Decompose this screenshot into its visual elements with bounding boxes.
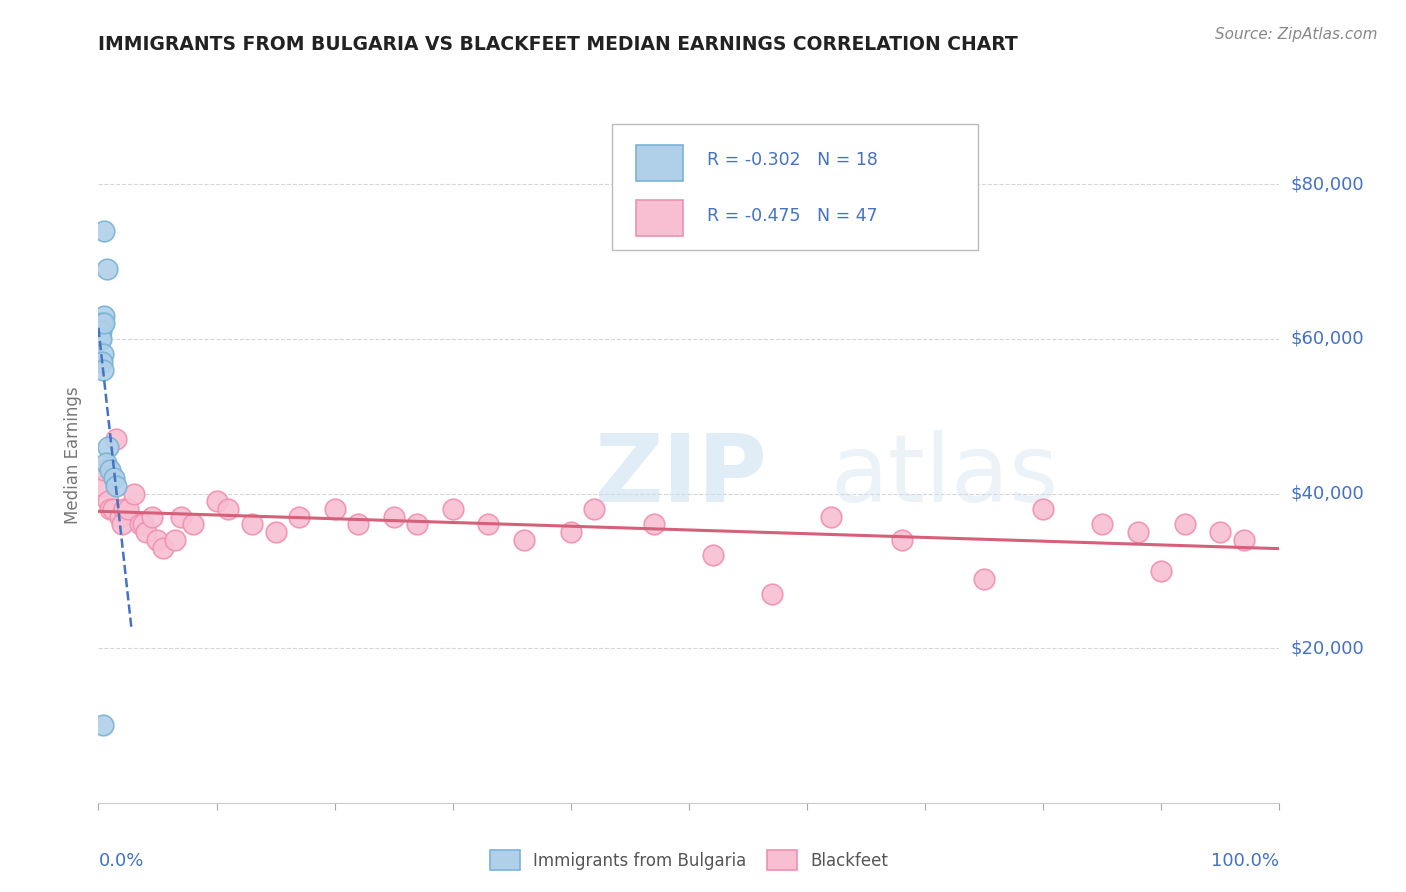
- Point: [101, 502, 124, 516]
- Point: [97, 494, 120, 508]
- Point: [477, 517, 499, 532]
- Point: [264, 525, 287, 540]
- Point: [93, 224, 115, 238]
- Text: $60,000: $60,000: [1291, 330, 1364, 348]
- Point: [89, 332, 111, 346]
- Text: $40,000: $40,000: [1291, 484, 1364, 502]
- Point: [205, 494, 228, 508]
- Point: [560, 525, 582, 540]
- FancyBboxPatch shape: [636, 201, 683, 236]
- Point: [165, 533, 187, 547]
- Point: [91, 347, 114, 361]
- Point: [170, 509, 193, 524]
- Point: [288, 509, 311, 524]
- Point: [702, 549, 724, 563]
- Point: [93, 317, 115, 331]
- Point: [406, 517, 429, 532]
- Point: [117, 502, 139, 516]
- Point: [347, 517, 370, 532]
- Point: [761, 587, 783, 601]
- Point: [1174, 517, 1197, 532]
- Point: [93, 463, 115, 477]
- Point: [97, 440, 120, 454]
- Point: [1209, 525, 1232, 540]
- Point: [111, 517, 134, 532]
- Point: [583, 502, 606, 516]
- Text: ZIP: ZIP: [595, 430, 768, 522]
- Point: [108, 509, 131, 524]
- Point: [90, 332, 112, 346]
- Point: [90, 324, 112, 338]
- Point: [112, 502, 135, 516]
- Text: $20,000: $20,000: [1291, 640, 1364, 657]
- Text: $80,000: $80,000: [1291, 176, 1364, 194]
- Legend: Immigrants from Bulgaria, Blackfeet: Immigrants from Bulgaria, Blackfeet: [482, 842, 896, 878]
- Point: [98, 463, 121, 477]
- Point: [973, 572, 995, 586]
- Point: [103, 471, 125, 485]
- Text: 0.0%: 0.0%: [98, 852, 143, 870]
- Point: [240, 517, 263, 532]
- Point: [512, 533, 534, 547]
- Point: [181, 517, 204, 532]
- Point: [91, 479, 114, 493]
- Point: [141, 509, 163, 524]
- Text: 100.0%: 100.0%: [1212, 852, 1279, 870]
- Point: [217, 502, 239, 516]
- Point: [1032, 502, 1054, 516]
- Point: [382, 509, 405, 524]
- Point: [890, 533, 912, 547]
- Point: [122, 486, 145, 500]
- Point: [91, 363, 114, 377]
- Point: [820, 509, 842, 524]
- Point: [1091, 517, 1114, 532]
- Text: IMMIGRANTS FROM BULGARIA VS BLACKFEET MEDIAN EARNINGS CORRELATION CHART: IMMIGRANTS FROM BULGARIA VS BLACKFEET ME…: [98, 35, 1018, 54]
- Text: Source: ZipAtlas.com: Source: ZipAtlas.com: [1215, 27, 1378, 42]
- Point: [1233, 533, 1256, 547]
- Point: [135, 525, 157, 540]
- Point: [152, 541, 174, 555]
- Y-axis label: Median Earnings: Median Earnings: [65, 386, 83, 524]
- Point: [105, 479, 128, 493]
- Point: [93, 309, 115, 323]
- Point: [1150, 564, 1173, 578]
- Point: [94, 456, 117, 470]
- Point: [132, 517, 155, 532]
- Point: [643, 517, 665, 532]
- Point: [128, 517, 150, 532]
- Point: [146, 533, 169, 547]
- FancyBboxPatch shape: [612, 124, 979, 250]
- Point: [91, 317, 114, 331]
- Text: R = -0.475   N = 47: R = -0.475 N = 47: [707, 207, 877, 225]
- Point: [91, 718, 114, 732]
- Point: [91, 355, 114, 369]
- Point: [89, 324, 111, 338]
- Text: atlas: atlas: [831, 430, 1059, 522]
- Point: [98, 502, 121, 516]
- Point: [441, 502, 464, 516]
- Point: [1126, 525, 1149, 540]
- Point: [96, 262, 118, 277]
- Text: R = -0.302   N = 18: R = -0.302 N = 18: [707, 151, 877, 169]
- Point: [105, 433, 128, 447]
- Point: [323, 502, 346, 516]
- FancyBboxPatch shape: [636, 145, 683, 181]
